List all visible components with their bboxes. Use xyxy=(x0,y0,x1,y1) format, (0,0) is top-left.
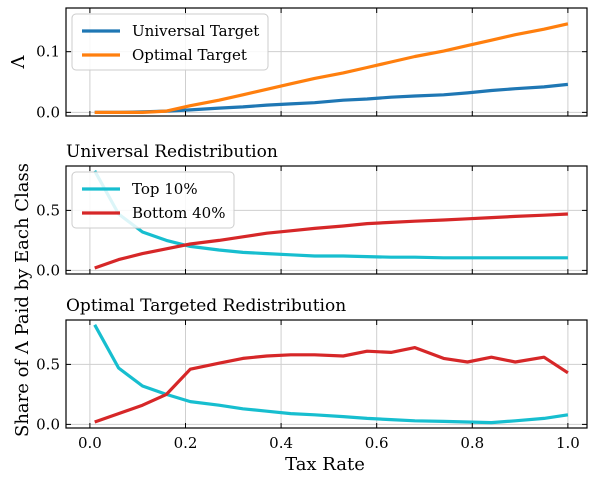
x-tick-label: 0.8 xyxy=(460,434,484,452)
shared-y-axis-label: Share of Λ Paid by Each Class xyxy=(12,163,33,437)
y-tick-label: 0.0 xyxy=(36,415,60,433)
series-line-bottom-40- xyxy=(94,212,568,270)
y-tick-label: 0.5 xyxy=(36,201,60,219)
axes-frame xyxy=(65,7,588,117)
panel-1: 0.0 0.1 Λ Universal Target Optimal Target xyxy=(8,7,588,121)
series-line-top-10- xyxy=(93,324,569,425)
x-tick-label: 0.2 xyxy=(174,434,198,452)
legend-label: Top 10% xyxy=(132,180,198,198)
y-tick-label: 0.0 xyxy=(36,261,60,279)
legend-label: Optimal Target xyxy=(132,46,247,64)
panel-2: 0.0 0.5 Universal Redistribution Top 10% Bot… xyxy=(36,142,588,279)
axes-frame xyxy=(65,165,588,275)
y-tick-label: 0.5 xyxy=(36,355,60,373)
y-axis-label: Λ xyxy=(8,55,29,70)
x-tick-label: 0.4 xyxy=(269,434,293,452)
series-line-bottom-40- xyxy=(94,346,569,424)
x-tick-label: 0.0 xyxy=(78,434,102,452)
y-tick-label: 0.1 xyxy=(36,43,60,61)
series-line-top-10- xyxy=(93,170,568,260)
axes-frame xyxy=(65,319,588,429)
legend-label: Bottom 40% xyxy=(132,204,225,222)
legend-label: Universal Target xyxy=(132,22,259,40)
legend xyxy=(71,13,269,71)
panel-title: Universal Redistribution xyxy=(66,142,278,162)
y-tick-label: 0.0 xyxy=(36,103,60,121)
series-line-universal-target xyxy=(94,82,569,115)
x-tick-label: 0.6 xyxy=(365,434,389,452)
series-line-optimal-target xyxy=(94,22,569,115)
x-axis-label: Tax Rate xyxy=(285,454,365,475)
panel-3: 0.0 0.2 0.4 0.6 0.8 1.0 0.0 0.5 Optimal Targeted… xyxy=(36,296,588,452)
panel-title: Optimal Targeted Redistribution xyxy=(66,296,346,316)
x-tick-label: 1.0 xyxy=(556,434,580,452)
